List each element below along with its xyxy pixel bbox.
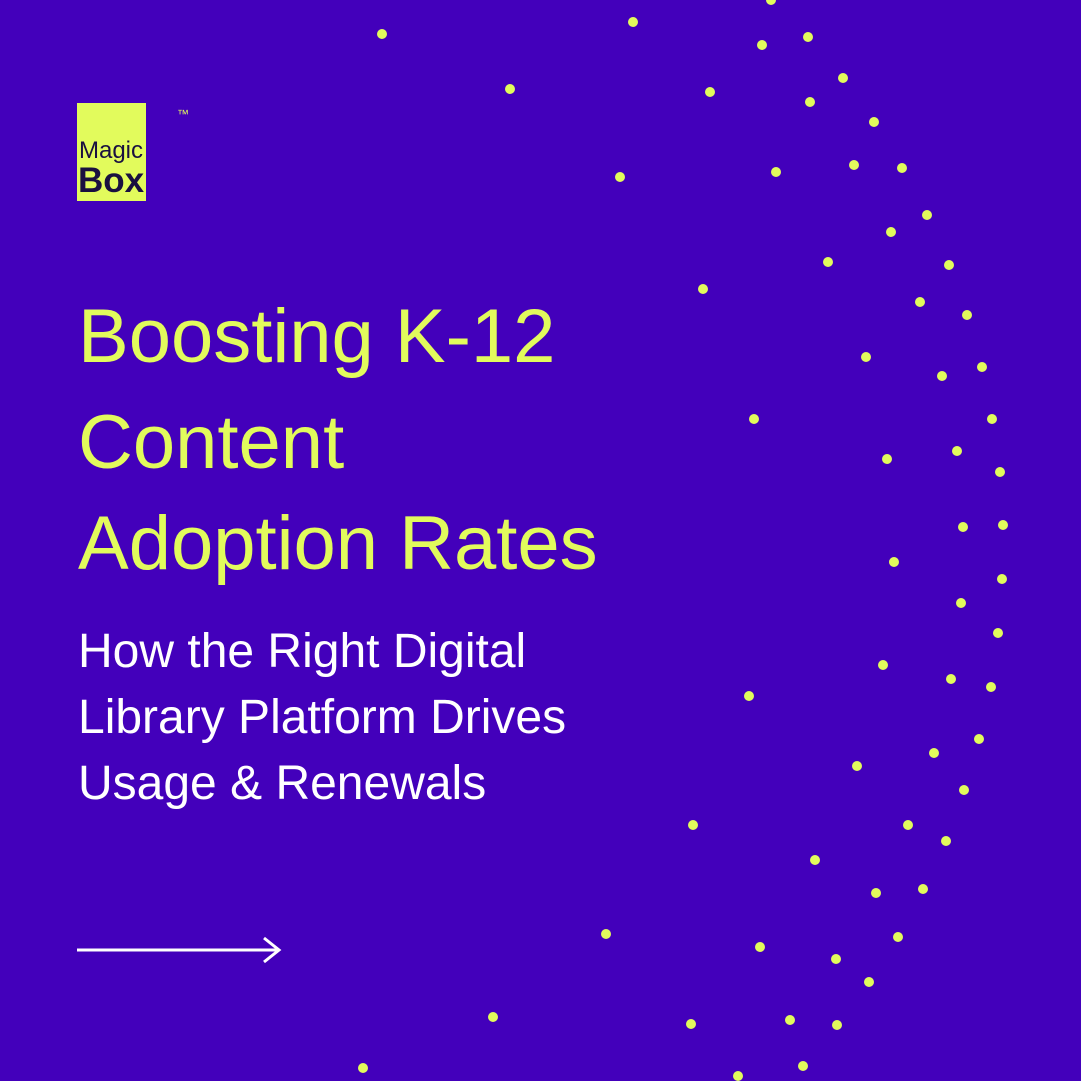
dot [798,1061,808,1071]
dot [861,352,871,362]
dot [628,17,638,27]
dot [915,297,925,307]
dot [864,977,874,987]
dot [997,574,1007,584]
dot [871,888,881,898]
dot [505,84,515,94]
dot [358,1063,368,1073]
dot [882,454,892,464]
subtitle-line: How the Right Digital [78,625,526,678]
dot [749,414,759,424]
dot [944,260,954,270]
dot [893,932,903,942]
dot [941,836,951,846]
trademark: ™ [177,107,189,121]
dot [952,446,962,456]
dot [886,227,896,237]
dot [810,855,820,865]
dot-pattern [358,0,1008,1081]
dot [831,954,841,964]
dot [878,660,888,670]
dot [698,284,708,294]
dot [993,628,1003,638]
dot [615,172,625,182]
dot [823,257,833,267]
logo-text: Magic [79,137,143,164]
dot [918,884,928,894]
dot [962,310,972,320]
title-line: Adoption Rates [78,501,598,586]
dot [897,163,907,173]
logo-box [77,103,146,201]
dot [889,557,899,567]
dot [488,1012,498,1022]
dot [946,674,956,684]
arrow [77,936,282,964]
logo-text: Box [78,161,145,200]
dot [929,748,939,758]
dot [998,520,1008,530]
dot [377,29,387,39]
dot [785,1015,795,1025]
dot [977,362,987,372]
dot [601,929,611,939]
dot [869,117,879,127]
subtitle-line: Usage & Renewals [78,757,486,810]
dot [995,467,1005,477]
dot [903,820,913,830]
subtitle-line: Library Platform Drives [78,691,566,744]
dot [987,414,997,424]
dot [688,820,698,830]
dot [959,785,969,795]
dot [803,32,813,42]
dot [937,371,947,381]
dot [986,682,996,692]
dot [956,598,966,608]
title-line: Content [78,400,344,485]
dot [757,40,767,50]
title-line: Boosting K-12 [78,294,555,379]
dot [849,160,859,170]
arrow-head [263,936,282,964]
dot [733,1071,743,1081]
dot [922,210,932,220]
dot [755,942,765,952]
dot [744,691,754,701]
dot [805,97,815,107]
dot [771,167,781,177]
dot [686,1019,696,1029]
dot [852,761,862,771]
dot [832,1020,842,1030]
dot [974,734,984,744]
dot [766,0,776,5]
dot [958,522,968,532]
dot [838,73,848,83]
dot [705,87,715,97]
